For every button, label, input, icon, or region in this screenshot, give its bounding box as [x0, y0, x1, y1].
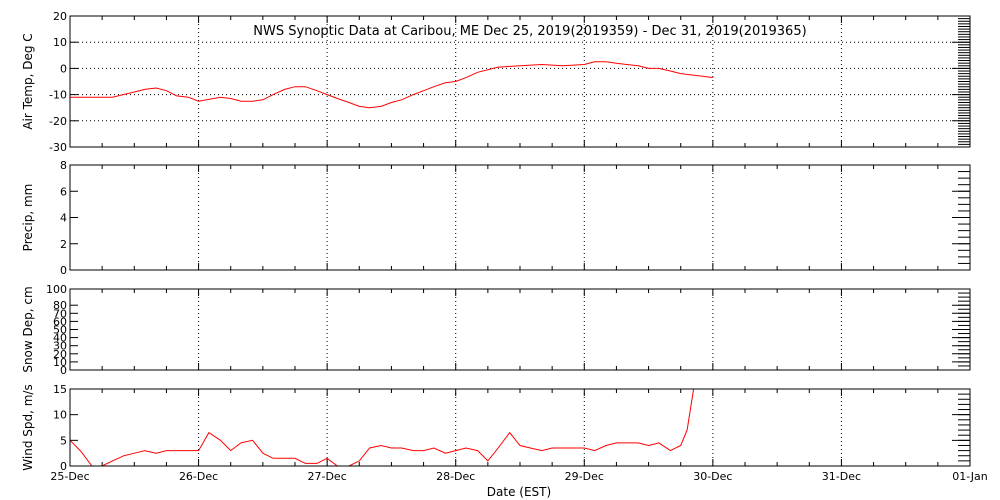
y-tick-label: -30: [49, 141, 67, 154]
x-tick-label: 27-Dec: [308, 470, 347, 483]
y-tick-label: 100: [46, 283, 67, 296]
y-tick-label: 10: [53, 409, 67, 422]
y-axis-label: Wind Spd, m/s: [21, 384, 35, 470]
x-tick-label: 26-Dec: [179, 470, 218, 483]
y-tick-label: 5: [60, 434, 67, 447]
x-tick-labels: 25-Dec 26-Dec 27-Dec 28-Dec 29-Dec 30-Dec 31-D…: [50, 470, 987, 483]
panel-frame: [69, 164, 971, 271]
y-tick-label: 30: [53, 340, 67, 353]
series-line: [69, 388, 695, 467]
y-axis-label: Snow Dep, cm: [21, 286, 35, 372]
y-tick-label: 80: [53, 299, 67, 312]
x-axis-label: Date (EST): [487, 485, 551, 499]
panel-1: 20 10 0 -10 -20 -30 Air Temp, Deg C: [21, 10, 971, 154]
y-tick-label: 50: [53, 324, 67, 337]
panel-frame: [69, 288, 971, 371]
y-tick-label: 60: [53, 315, 67, 328]
y-tick-label: 8: [60, 159, 67, 172]
y-tick-label: 4: [60, 212, 67, 225]
panel-4: 15 10 5 0 Wind Spd, m/s: [21, 383, 971, 473]
y-tick-label: 6: [60, 185, 67, 198]
y-tick-label: 10: [53, 36, 67, 49]
x-tick-label: 25-Dec: [50, 470, 89, 483]
x-tick-label: 29-Dec: [565, 470, 604, 483]
x-tick-label: 31-Dec: [822, 470, 861, 483]
panel-frame: [69, 15, 971, 148]
y-tick-label: 20: [53, 10, 67, 23]
y-tick-label: 0: [60, 62, 67, 75]
x-tick-label: 28-Dec: [436, 470, 475, 483]
y-tick-label: 0: [60, 264, 67, 277]
y-tick-label: -20: [49, 115, 67, 128]
y-tick-label: -10: [49, 89, 67, 102]
y-tick-label: 15: [53, 383, 67, 396]
chart-title: NWS Synoptic Data at Caribou, ME Dec 25,…: [253, 24, 806, 39]
y-tick-label: 70: [53, 307, 67, 320]
y-axis-label: Air Temp, Deg C: [21, 33, 35, 129]
panel-2: 8 6 4 2 0 Precip, mm: [21, 159, 971, 277]
series-line: [70, 61, 713, 109]
x-tick-label: 30-Dec: [693, 470, 732, 483]
y-tick-label: 2: [60, 238, 67, 251]
panel-frame: [69, 388, 971, 467]
y-tick-label: 40: [53, 332, 67, 345]
y-tick-label: 20: [53, 348, 67, 361]
y-axis-label: Precip, mm: [21, 184, 35, 252]
y-tick-label: 10: [53, 356, 67, 369]
y-tick-label: 0: [60, 460, 67, 473]
x-tick-label: 01-Jan: [952, 470, 988, 483]
y-tick-label: 0: [60, 364, 67, 377]
